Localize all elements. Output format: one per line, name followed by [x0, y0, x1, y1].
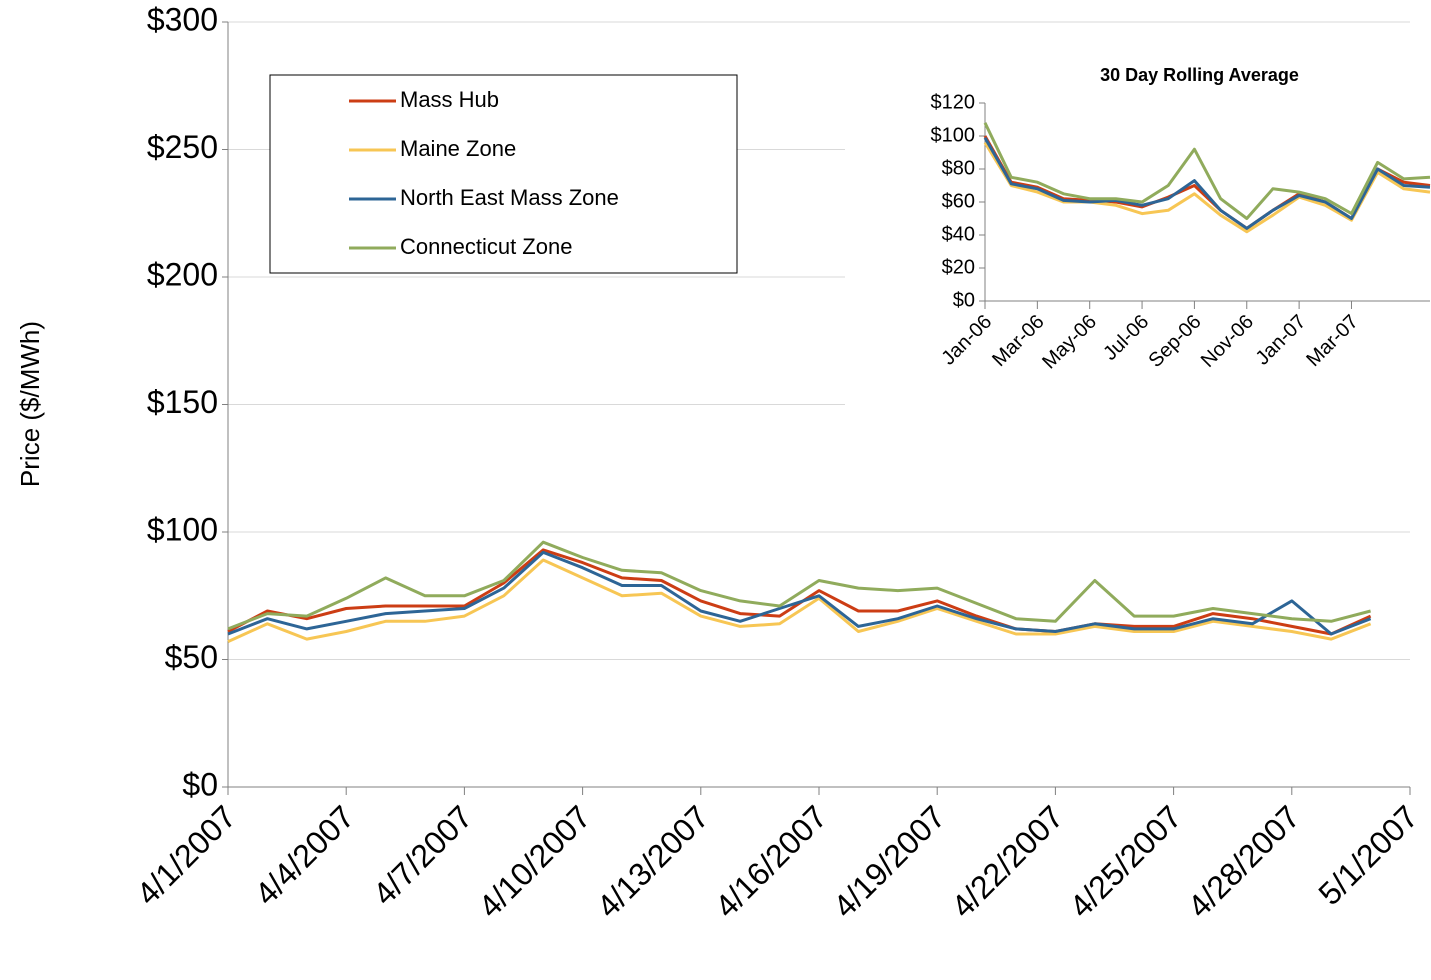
- y-tick-label: $80: [942, 157, 975, 179]
- x-tick-label: 4/22/2007: [944, 798, 1070, 924]
- inset-background: [845, 45, 1431, 435]
- y-tick-label: $200: [147, 256, 218, 292]
- x-tick-label: 4/10/2007: [471, 798, 597, 924]
- y-tick-label: $40: [942, 223, 975, 245]
- legend-label: Maine Zone: [400, 136, 516, 161]
- y-tick-label: $0: [953, 289, 975, 311]
- y-tick-label: $20: [942, 256, 975, 278]
- y-tick-label: $60: [942, 190, 975, 212]
- y-tick-label: $100: [931, 124, 976, 146]
- y-tick-label: $120: [931, 91, 976, 113]
- x-tick-label: 4/7/2007: [366, 798, 480, 912]
- legend-box: [269, 74, 738, 274]
- y-tick-label: $50: [165, 639, 218, 675]
- series-line: [983, 122, 1431, 220]
- y-tick-label: $250: [147, 129, 218, 165]
- x-tick-label: 4/25/2007: [1062, 798, 1188, 924]
- legend-label: Connecticut Zone: [400, 234, 572, 259]
- x-tick-label: 4/1/2007: [129, 798, 243, 912]
- series-line: [227, 558, 1372, 643]
- y-tick-label: $0: [182, 766, 218, 802]
- y-tick-label: $150: [147, 384, 218, 420]
- x-tick-label: 4/16/2007: [708, 798, 834, 924]
- y-tick-label: $100: [147, 511, 218, 547]
- series-line: [227, 540, 1371, 631]
- legend-label: North East Mass Zone: [400, 185, 619, 210]
- series-line: [983, 136, 1431, 230]
- inset-title: 30 Day Rolling Average: [1100, 65, 1299, 85]
- x-tick-label: 4/28/2007: [1181, 798, 1307, 924]
- x-tick-label: 4/19/2007: [826, 798, 952, 924]
- x-tick-label: 5/1/2007: [1311, 798, 1425, 912]
- y-axis-title: Price ($/MWh): [15, 321, 45, 487]
- legend-label: Mass Hub: [400, 87, 499, 112]
- series-line: [227, 550, 1372, 636]
- x-tick-label: 4/13/2007: [590, 798, 716, 924]
- x-tick-label: 4/4/2007: [248, 798, 362, 912]
- y-tick-label: $300: [147, 1, 218, 37]
